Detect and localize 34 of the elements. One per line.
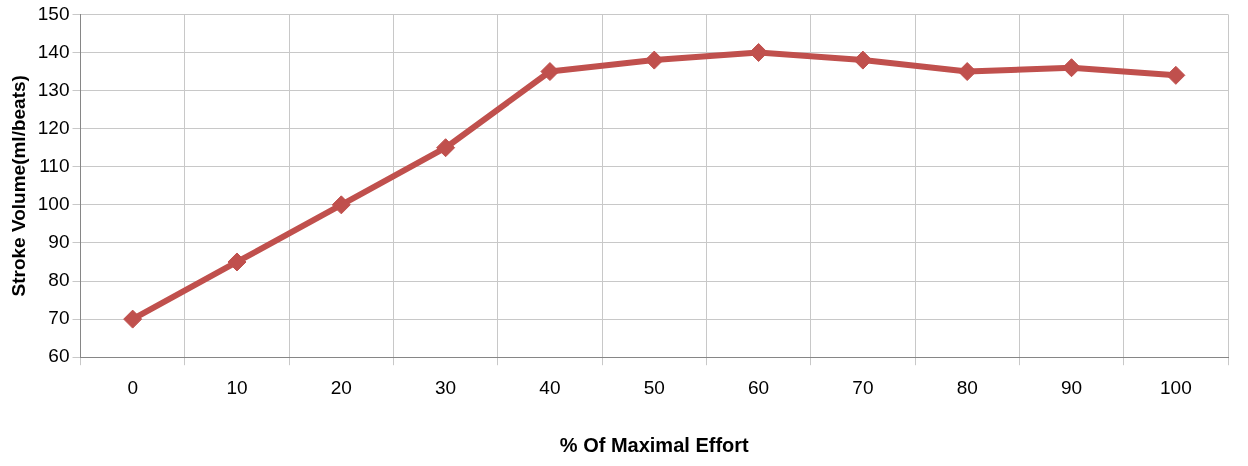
x-tick-label: 10 (226, 376, 248, 398)
point (1062, 58, 1082, 78)
x-tick-label: 70 (852, 376, 874, 398)
point (540, 62, 560, 82)
y-tick-label: 90 (48, 231, 70, 253)
point (644, 50, 664, 70)
y-tick-label: 120 (37, 116, 70, 138)
x-tick-label: 20 (330, 376, 352, 398)
x-tick-label: 100 (1159, 376, 1192, 398)
point (957, 62, 977, 82)
y-tick-label: 150 (37, 2, 70, 24)
y-axis-title: Stroke Volume(ml/beats) (7, 75, 29, 297)
x-tick-label: 80 (956, 376, 978, 398)
point (331, 195, 351, 215)
y-tick-label: 140 (37, 40, 70, 62)
x-tick-label: 30 (435, 376, 457, 398)
x-tick-label: 40 (539, 376, 561, 398)
point (227, 252, 247, 272)
x-tick-label: 0 (127, 376, 138, 398)
y-tick-label: 70 (48, 307, 70, 329)
x-tick-label: 90 (1060, 376, 1083, 398)
x-axis-title: % Of Maximal Effort (559, 433, 750, 456)
y-tick-label: 110 (39, 154, 70, 176)
x-tick-label: 60 (748, 376, 770, 398)
y-tick-label: 130 (37, 78, 70, 100)
y-tick-label: 100 (37, 193, 70, 215)
point (436, 138, 456, 158)
point (1166, 65, 1186, 85)
y-tick-label: 80 (48, 269, 70, 291)
point (123, 309, 143, 329)
point (853, 50, 873, 70)
point (749, 42, 769, 62)
x-tick-label: 50 (643, 376, 665, 398)
y-tick-label: 60 (48, 345, 70, 367)
